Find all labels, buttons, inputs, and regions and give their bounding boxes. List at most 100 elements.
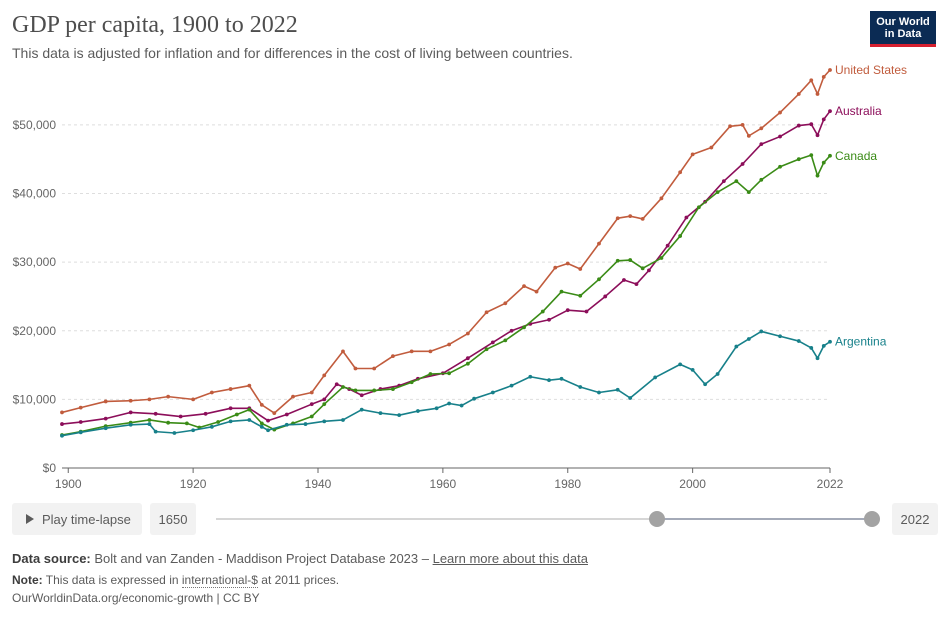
- data-point: [796, 92, 801, 96]
- data-point: [828, 339, 832, 344]
- x-tick-label: 1920: [180, 477, 207, 491]
- data-point: [428, 349, 433, 354]
- data-point: [78, 405, 83, 410]
- series-label: Canada: [835, 149, 877, 163]
- data-point: [153, 411, 158, 416]
- data-point: [522, 284, 526, 289]
- x-tick-label: 1900: [55, 477, 82, 491]
- data-point: [284, 422, 289, 427]
- data-point: [740, 122, 745, 127]
- data-point: [597, 241, 601, 246]
- data-point: [490, 390, 495, 395]
- data-point: [191, 397, 196, 402]
- data-point: [228, 419, 233, 424]
- data-point: [234, 412, 239, 417]
- data-point: [640, 217, 645, 221]
- data-point: [615, 258, 620, 263]
- data-point: [484, 347, 489, 352]
- data-point: [341, 349, 345, 354]
- data-point: [778, 134, 782, 139]
- data-point: [828, 109, 832, 114]
- timeline-track[interactable]: [216, 518, 872, 520]
- data-point: [597, 277, 601, 282]
- series-label: Argentina: [835, 335, 887, 349]
- owid-logo[interactable]: Our World in Data: [870, 11, 936, 47]
- data-point: [272, 411, 277, 416]
- data-point: [103, 426, 108, 431]
- data-point: [828, 68, 832, 72]
- data-point: [166, 420, 171, 425]
- data-point: [103, 399, 108, 404]
- timeline-controls: Play time-lapse 1650 2022: [12, 503, 938, 537]
- learn-more-link[interactable]: Learn more about this data: [432, 551, 588, 566]
- data-point: [540, 309, 545, 314]
- data-point: [559, 289, 564, 294]
- data-point: [634, 282, 639, 286]
- data-point: [266, 428, 270, 433]
- data-point: [216, 420, 220, 424]
- x-tick-label: 1940: [305, 477, 332, 491]
- data-point: [434, 406, 439, 411]
- data-point: [640, 266, 645, 271]
- data-point: [746, 190, 751, 195]
- data-point: [147, 418, 152, 422]
- data-point: [359, 393, 364, 398]
- data-point: [184, 421, 189, 426]
- end-year-handle[interactable]: [864, 511, 880, 527]
- y-tick-label: $20,000: [13, 324, 57, 338]
- data-point: [678, 170, 683, 175]
- data-point: [821, 74, 826, 79]
- data-point: [690, 152, 695, 157]
- y-tick-label: $40,000: [13, 187, 57, 201]
- data-point: [428, 372, 433, 376]
- data-point: [503, 301, 508, 306]
- data-point: [259, 424, 264, 429]
- data-point: [659, 196, 664, 201]
- data-point: [341, 385, 345, 389]
- data-point: [372, 388, 377, 393]
- end-year-label[interactable]: 2022: [892, 503, 938, 535]
- data-point: [796, 123, 801, 128]
- data-point: [334, 382, 339, 387]
- international-dollar-link[interactable]: international-$: [181, 573, 258, 588]
- data-point: [259, 421, 264, 426]
- data-point: [103, 416, 108, 421]
- start-year-handle[interactable]: [649, 511, 665, 527]
- y-tick-label: $50,000: [13, 118, 57, 132]
- data-point: [178, 414, 183, 419]
- logo-line-1: Our World: [876, 16, 930, 28]
- data-point: [191, 428, 196, 433]
- data-point: [553, 265, 558, 270]
- start-year-label[interactable]: 1650: [150, 503, 196, 535]
- play-timelapse-button[interactable]: Play time-lapse: [12, 503, 142, 535]
- note-text-before: This data is expressed in: [45, 573, 182, 587]
- data-point: [746, 337, 751, 341]
- data-point: [372, 366, 377, 371]
- data-point: [778, 110, 782, 115]
- data-point: [228, 406, 233, 411]
- data-point: [397, 413, 402, 418]
- data-point: [815, 173, 820, 178]
- data-point: [659, 256, 664, 260]
- data-point: [734, 179, 739, 184]
- data-point: [284, 412, 289, 417]
- data-point: [559, 376, 564, 381]
- y-tick-label: $30,000: [13, 255, 57, 269]
- data-point: [166, 394, 171, 399]
- data-point: [309, 414, 314, 419]
- data-point: [128, 422, 133, 427]
- data-point: [828, 153, 832, 158]
- data-point: [746, 133, 751, 138]
- data-point: [503, 338, 508, 343]
- data-point: [309, 390, 314, 395]
- data-point: [60, 433, 64, 438]
- data-point: [615, 216, 620, 221]
- data-point: [821, 117, 826, 122]
- data-point: [391, 354, 395, 359]
- data-point: [715, 190, 720, 195]
- data-point: [547, 378, 551, 383]
- data-point: [715, 372, 720, 376]
- data-point: [509, 383, 514, 388]
- source-url[interactable]: OurWorldinData.org/economic-growth | CC …: [12, 591, 260, 605]
- data-point: [172, 431, 177, 435]
